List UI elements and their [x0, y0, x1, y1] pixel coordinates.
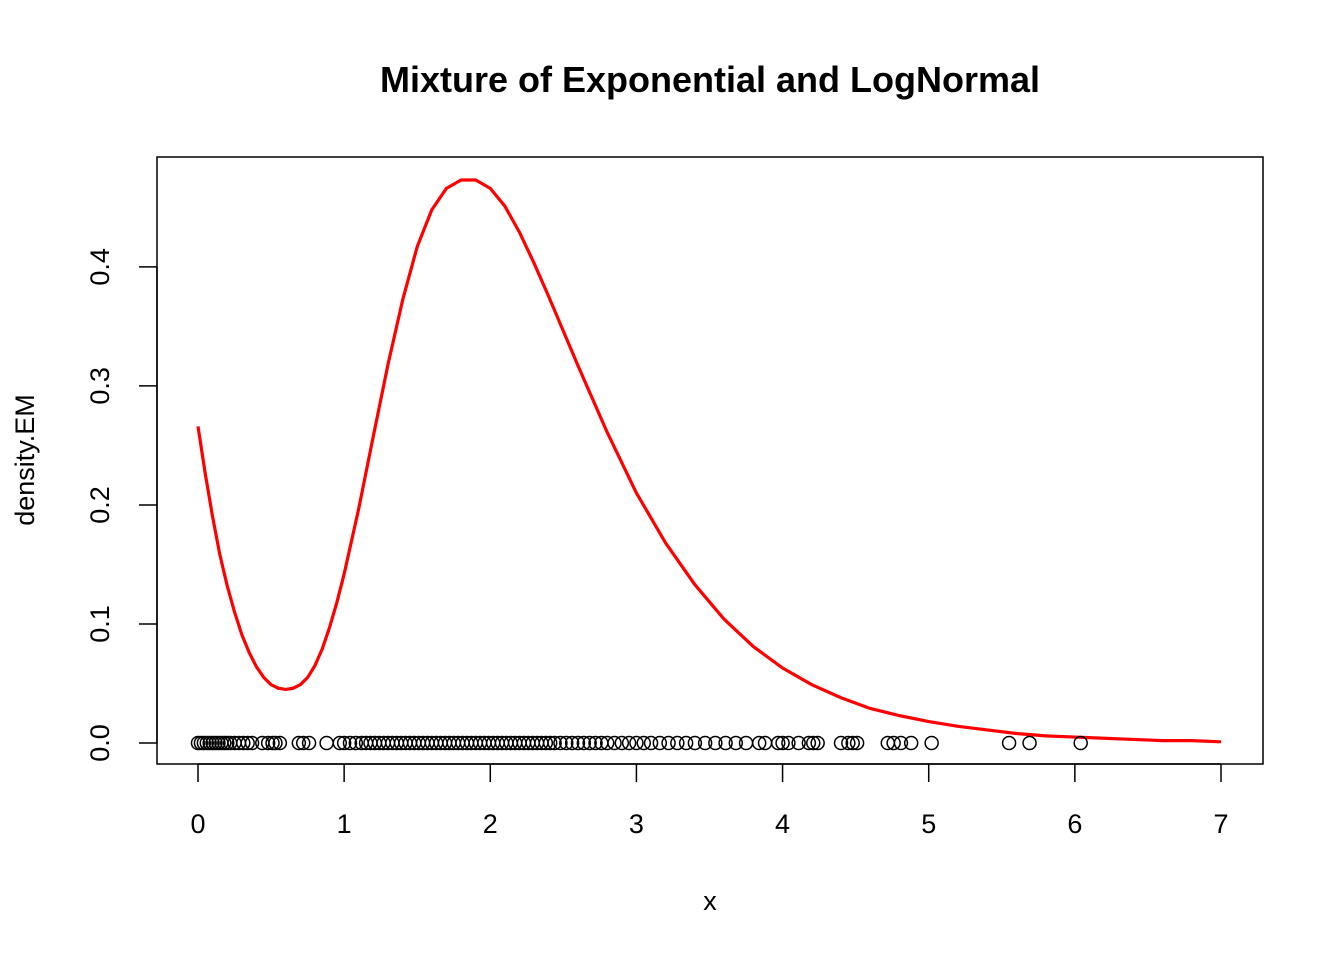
data-point [781, 735, 796, 751]
data-point [718, 735, 733, 751]
data-point [687, 735, 703, 751]
data-point [614, 735, 630, 751]
y-axis-label: density.EM [10, 394, 40, 526]
data-point [319, 735, 334, 751]
x-tick-label: 7 [1213, 809, 1228, 839]
x-axis-label: x [703, 886, 717, 916]
data-point [751, 735, 767, 751]
data-point [708, 735, 723, 751]
y-axis: 0.0 0.1 0.2 0.3 0.4 [85, 248, 158, 762]
data-point [636, 735, 651, 751]
data-point [770, 735, 786, 751]
data-point [893, 735, 909, 751]
data-point [236, 735, 251, 751]
data-point [728, 735, 744, 751]
data-point [564, 735, 580, 751]
x-tick-label: 3 [629, 809, 644, 839]
data-point [810, 735, 825, 751]
data-point [652, 735, 668, 751]
density-curve [196, 178, 1222, 744]
data-point [260, 735, 276, 751]
x-tick-label: 4 [775, 809, 790, 839]
data-point [559, 735, 574, 751]
data-point [661, 735, 676, 751]
data-point [845, 735, 860, 751]
data-point [244, 735, 260, 751]
data-point [738, 735, 754, 751]
data-point [849, 735, 865, 751]
data-point [576, 735, 592, 751]
data-point [291, 735, 307, 751]
data-point [607, 735, 622, 751]
data-point [336, 735, 352, 751]
x-tick-label: 1 [337, 809, 352, 839]
y-tick-label: 0.1 [85, 605, 115, 643]
data-point [1022, 735, 1037, 751]
data-point [599, 735, 615, 751]
data-point [553, 735, 568, 751]
data-point [272, 735, 288, 751]
data-point [1001, 735, 1017, 751]
data-point [678, 735, 694, 751]
data-point [801, 735, 817, 751]
x-tick-label: 2 [483, 809, 498, 839]
data-point [886, 735, 901, 751]
data-point [538, 735, 554, 751]
data-point [547, 735, 562, 751]
data-point [833, 735, 849, 751]
data-point [588, 735, 603, 751]
data-point [348, 735, 364, 751]
data-point [841, 735, 856, 751]
x-tick-label: 5 [921, 809, 936, 839]
data-point [332, 735, 348, 751]
y-tick-label: 0.3 [85, 367, 115, 405]
data-point [268, 735, 283, 751]
data-point [806, 735, 821, 751]
data-point [582, 735, 597, 751]
data-point [643, 735, 659, 751]
x-tick-label: 0 [190, 809, 205, 839]
y-tick-label: 0.4 [85, 248, 115, 286]
x-axis: 0 1 2 3 4 5 6 7 [190, 763, 1229, 839]
data-point [924, 735, 939, 751]
data-point [903, 735, 919, 751]
data-point [542, 735, 558, 751]
data-point [670, 735, 685, 751]
data-point [295, 735, 311, 751]
x-tick-label: 6 [1067, 809, 1082, 839]
data-point [240, 735, 255, 751]
data-point [301, 735, 317, 751]
data-point [1073, 735, 1088, 751]
series-layer [190, 178, 1222, 751]
data-point [775, 735, 790, 751]
data-point [697, 735, 713, 751]
data-point [570, 735, 586, 751]
data-point [791, 735, 806, 751]
y-tick-label: 0.0 [85, 724, 115, 762]
data-point [342, 735, 358, 751]
plot-frame [156, 156, 1264, 765]
data-point [629, 735, 644, 751]
y-tick-label: 0.2 [85, 486, 115, 524]
chart-title: Mixture of Exponential and LogNormal [380, 59, 1040, 100]
data-point [621, 735, 637, 751]
